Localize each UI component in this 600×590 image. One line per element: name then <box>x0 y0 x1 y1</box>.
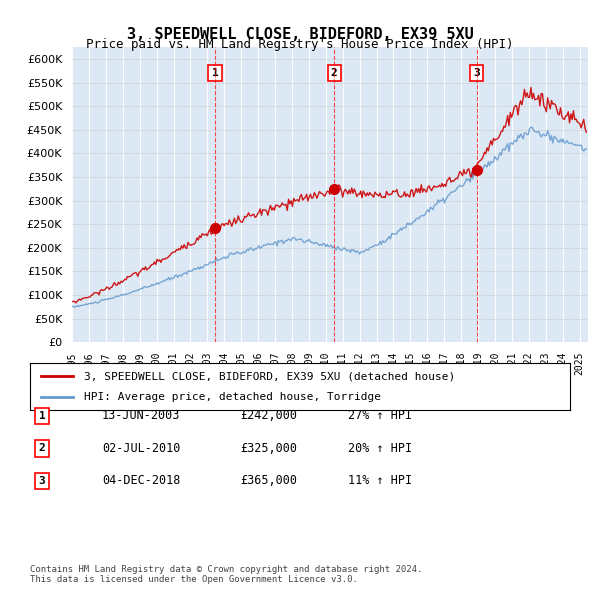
Text: 3: 3 <box>38 476 46 486</box>
Text: 11% ↑ HPI: 11% ↑ HPI <box>348 474 412 487</box>
Text: 02-JUL-2010: 02-JUL-2010 <box>102 442 181 455</box>
Text: 13-JUN-2003: 13-JUN-2003 <box>102 409 181 422</box>
Text: 1: 1 <box>38 411 46 421</box>
Text: 1: 1 <box>212 68 218 78</box>
Text: £365,000: £365,000 <box>240 474 297 487</box>
Text: 27% ↑ HPI: 27% ↑ HPI <box>348 409 412 422</box>
Text: 04-DEC-2018: 04-DEC-2018 <box>102 474 181 487</box>
Text: 3: 3 <box>473 68 480 78</box>
Text: £325,000: £325,000 <box>240 442 297 455</box>
Text: Contains HM Land Registry data © Crown copyright and database right 2024.
This d: Contains HM Land Registry data © Crown c… <box>30 565 422 584</box>
Text: Price paid vs. HM Land Registry's House Price Index (HPI): Price paid vs. HM Land Registry's House … <box>86 38 514 51</box>
Text: £242,000: £242,000 <box>240 409 297 422</box>
Text: 2: 2 <box>38 444 46 453</box>
Text: 20% ↑ HPI: 20% ↑ HPI <box>348 442 412 455</box>
Text: HPI: Average price, detached house, Torridge: HPI: Average price, detached house, Torr… <box>84 392 381 402</box>
Text: 3, SPEEDWELL CLOSE, BIDEFORD, EX39 5XU: 3, SPEEDWELL CLOSE, BIDEFORD, EX39 5XU <box>127 27 473 41</box>
Text: 2: 2 <box>331 68 338 78</box>
Text: 3, SPEEDWELL CLOSE, BIDEFORD, EX39 5XU (detached house): 3, SPEEDWELL CLOSE, BIDEFORD, EX39 5XU (… <box>84 371 455 381</box>
